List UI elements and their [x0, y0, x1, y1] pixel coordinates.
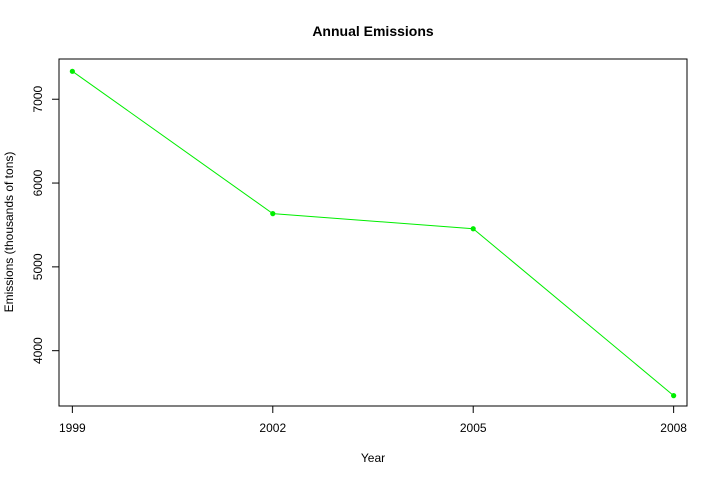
data-point	[470, 226, 476, 232]
series-layer	[69, 68, 677, 399]
y-axis-label: Emissions (thousands of tons)	[2, 152, 16, 313]
x-tick-label: 2002	[259, 421, 286, 435]
y-tick-label: 7000	[31, 86, 45, 113]
chart-title: Annual Emissions	[312, 23, 434, 39]
y-tick-label: 4000	[31, 337, 45, 364]
series-line	[72, 70, 674, 396]
data-point	[69, 68, 75, 74]
x-tick-label: 2008	[660, 421, 687, 435]
x-tick-label: 1999	[59, 421, 86, 435]
x-axis-label: Year	[361, 451, 385, 465]
data-point	[671, 393, 677, 399]
data-point	[270, 211, 276, 217]
axes: 1999 2002 2005 2008 4000 5000 6000 7000	[31, 86, 687, 435]
y-tick-label: 6000	[31, 169, 45, 196]
y-tick-label: 5000	[31, 253, 45, 280]
x-tick-label: 2005	[460, 421, 487, 435]
